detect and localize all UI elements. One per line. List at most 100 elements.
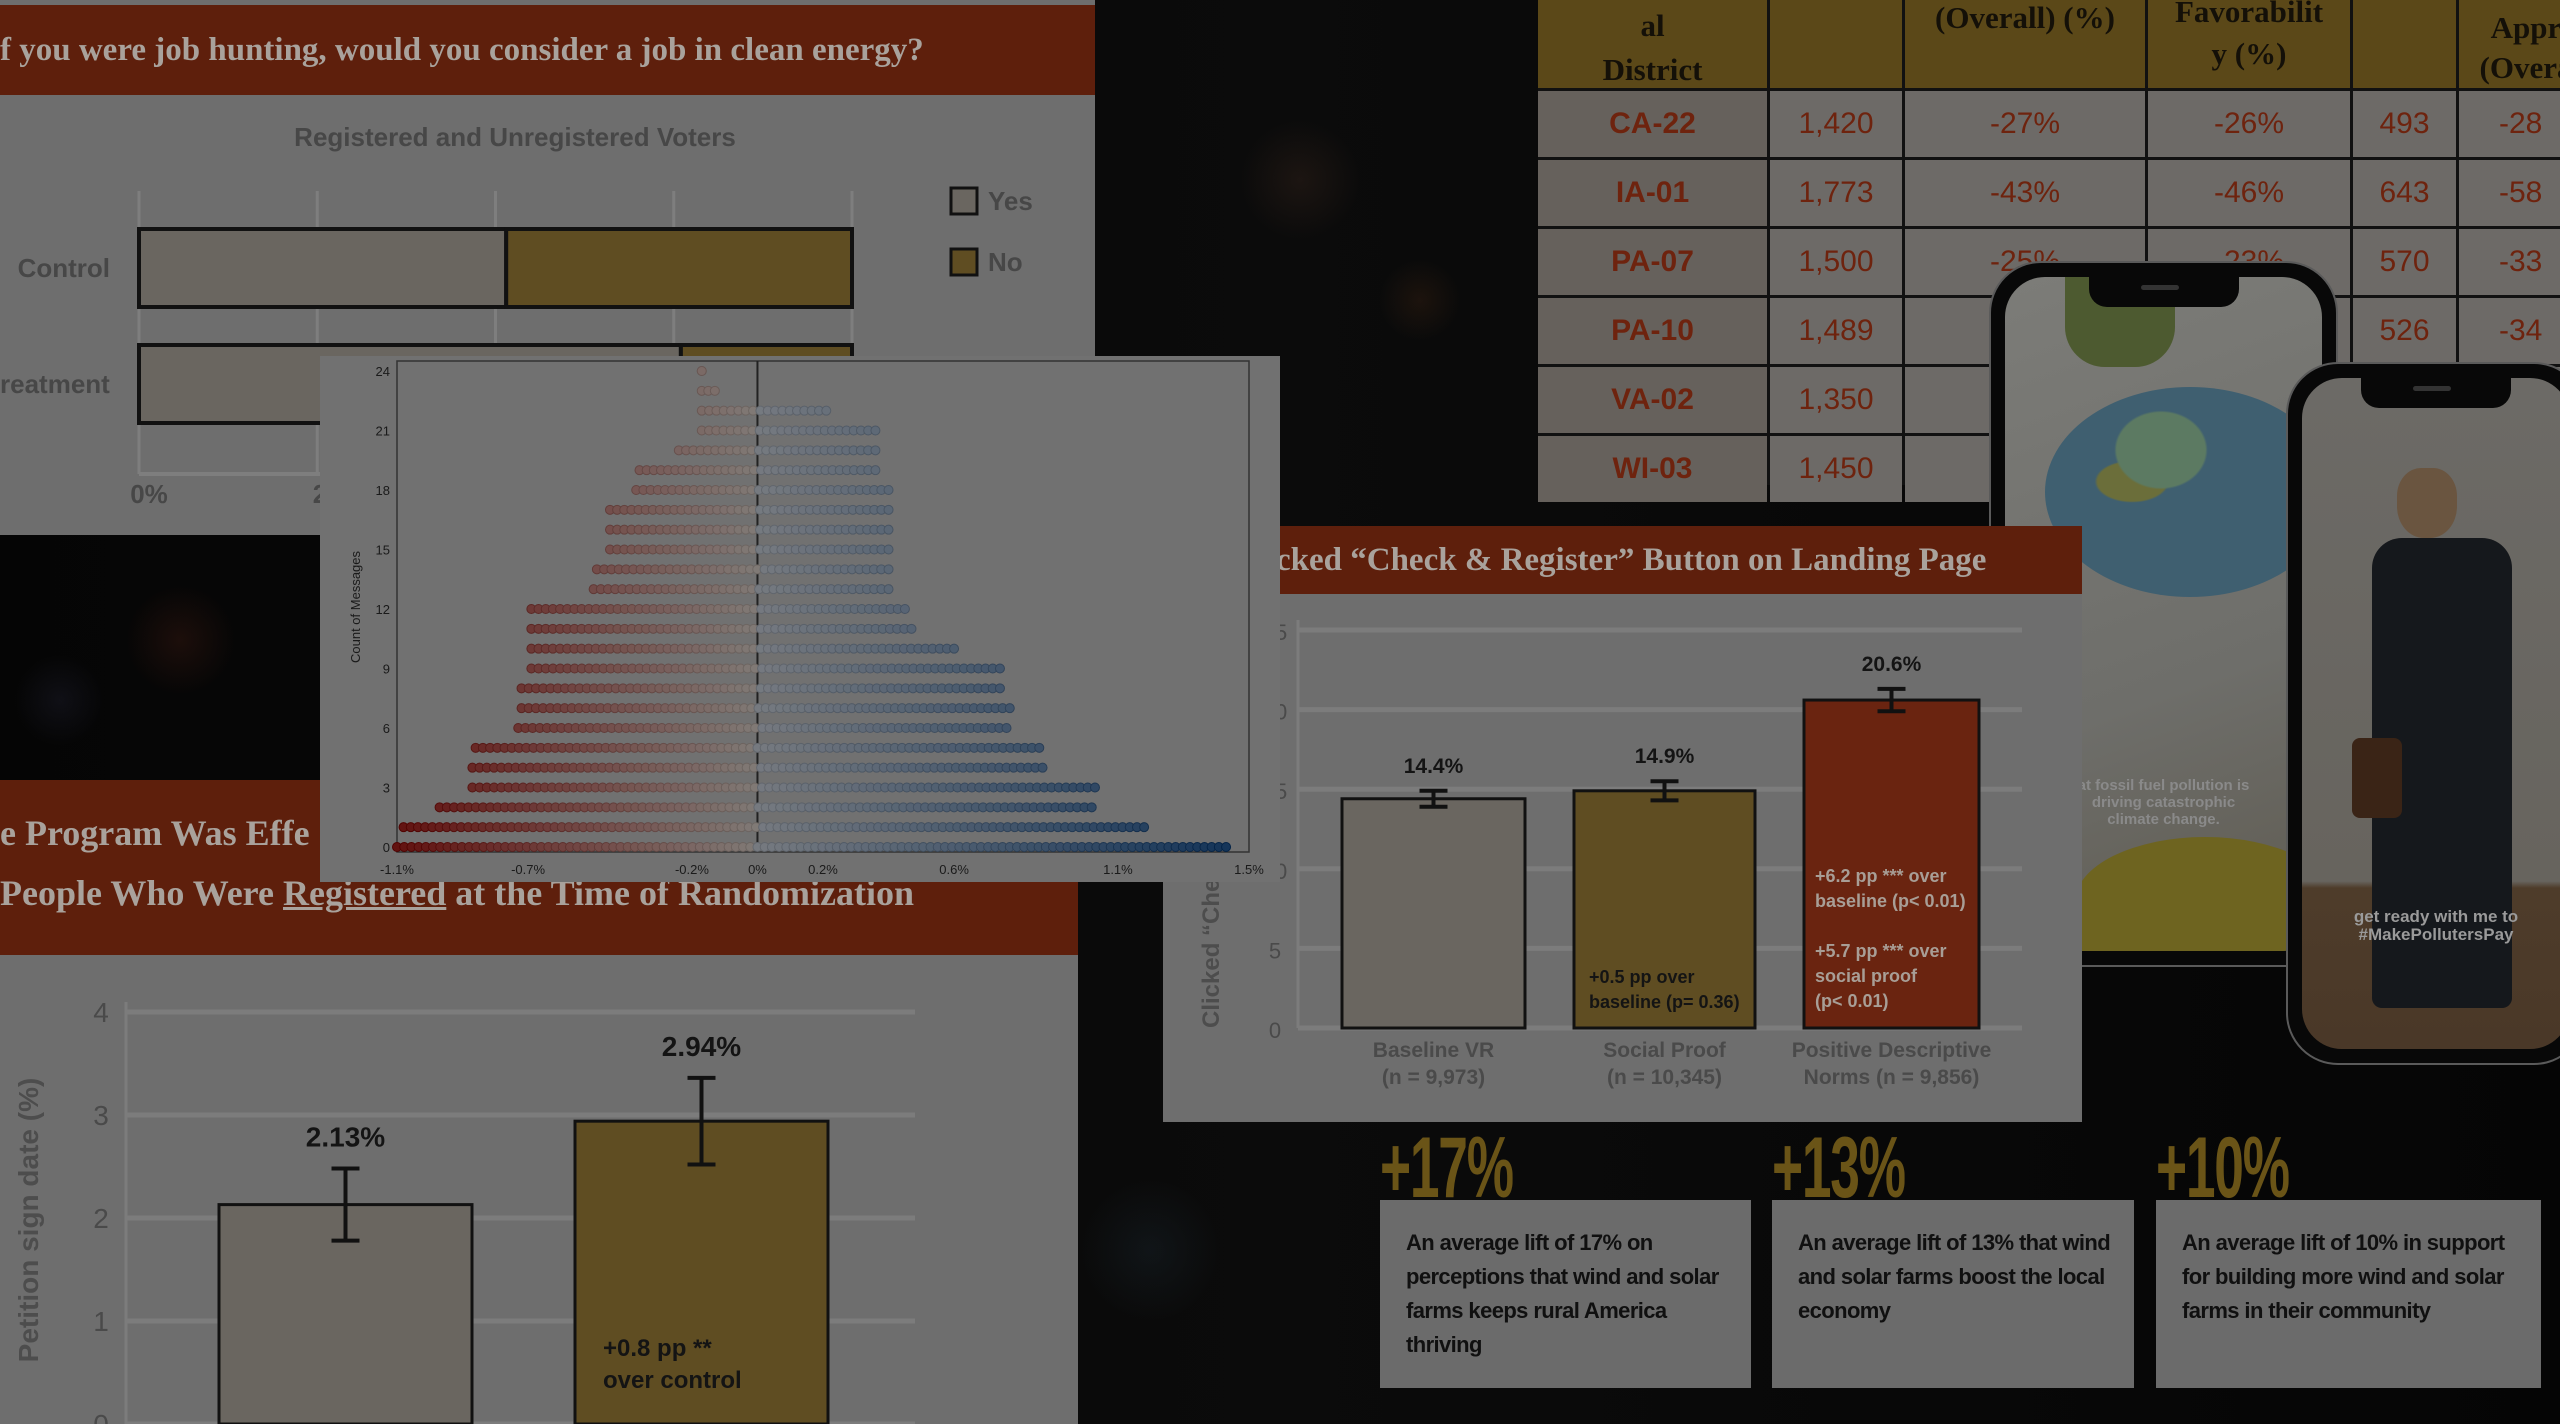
x-tick-label: -1.1% [380,862,414,877]
table-cell: -46% [2148,160,2350,226]
error-bar [1650,779,1679,803]
video-screen: get ready with me to #MakePollutersPay [2302,378,2560,1049]
table-cell: -26% [2148,91,2350,157]
bar-segment-no [504,227,854,309]
scatter-point [949,643,960,654]
scatter-point [696,366,707,376]
caption-line: #MakePollutersPay [2358,925,2514,944]
scatter-point [1139,822,1150,833]
frosting-image [2075,837,2322,951]
bar [1340,797,1527,1030]
value-label: 14.4% [1404,755,1464,778]
phone-notch [2088,275,2239,307]
scatter-point [906,623,917,634]
bar-annotation: over control [603,1367,742,1394]
scatter-point [1037,762,1048,773]
y-tick-label: 18 [376,483,390,498]
table-cell: 1,420 [1770,91,1902,157]
title-text: People Who Were [0,873,283,913]
district-cell: PA-10 [1538,298,1767,364]
video-caption: at fossil fuel pollution is driving cata… [2005,777,2322,828]
check-register-panel: cked “Check & Register” Button on Landin… [1163,526,2082,1122]
x-tick-label: -0.2% [675,862,709,877]
table-header-cell: (Overall) (%) [1905,0,2145,88]
scatter-point [1001,723,1012,733]
district-cell: WI-03 [1538,436,1767,502]
table-cell: 1,773 [1770,160,1902,226]
scatter-point [1034,742,1045,753]
bar [1572,789,1757,1030]
bar-annotation: +6.2 pp *** over [1815,866,1947,886]
stat-value: +17% [1380,1135,1513,1201]
caption-line: at fossil fuel pollution is [2077,777,2250,794]
table-header-cell [2353,0,2456,88]
stat-description: An average lift of 13% that wind and sol… [1772,1200,2134,1388]
caption-line: driving catastrophic [2091,794,2236,811]
error-bar [687,1075,716,1167]
y-tick-label: 6 [383,721,390,736]
scatter-point [883,544,894,555]
value-label: 2.13% [306,1122,385,1153]
x-tick-label: 1.5% [1234,862,1264,877]
error-bar [1877,686,1906,714]
stat-description: An average lift of 17% on perceptions th… [1380,1200,1751,1388]
category-label: Control [18,253,110,283]
header-text: District [1602,52,1703,87]
scatter-point [994,683,1005,694]
bar-annotation: +0.5 pp over [1589,967,1695,987]
scatter-point [870,445,881,456]
boots-image [2352,738,2402,818]
scatter-point [870,465,881,476]
legend-label: No [988,247,1023,277]
y-tick-label: 3 [93,1100,109,1131]
y-tick-label: 1 [93,1306,109,1337]
category-label: (n = 10,345) [1607,1066,1722,1089]
x-tick-label: 0% [130,479,168,509]
y-tick-label: 21 [376,424,390,439]
caption-line: climate change. [2107,811,2220,828]
stat-value: +13% [1772,1135,1905,1201]
value-label: 2.94% [662,1031,741,1062]
scatter-point [883,584,894,595]
scatter-point [994,663,1005,674]
y-tick-label: 15 [376,543,390,558]
district-cell: VA-02 [1538,367,1767,433]
header-text: Appr [2490,10,2560,45]
table-cell: 643 [2353,160,2456,226]
bar-annotation: +0.8 pp ** [603,1335,712,1362]
table-cell: -33 [2459,229,2560,295]
table-cell: 526 [2353,298,2456,364]
error-bar [331,1166,360,1243]
category-label: Norms (n = 9,856) [1804,1066,1980,1089]
category-label: Baseline VR [1373,1039,1494,1062]
bar-annotation: (p< 0.01) [1815,991,1889,1011]
table-header-cell: Favorabilit y (%) [2148,0,2350,88]
district-cell: IA-01 [1538,160,1767,226]
x-tick-label: 1.1% [1103,862,1133,877]
scatter-point [883,504,894,515]
chart-subtitle: Registered and Unregistered Voters [294,122,736,152]
category-label: Positive Descriptive [1792,1039,1992,1062]
register-title-text: cked “Check & Register” Button on Landin… [1276,542,1987,578]
bar-annotation: +5.7 pp *** over [1815,941,1947,961]
y-tick-label: 4 [93,997,109,1028]
header-text: Favorabilit [2174,0,2324,29]
district-cell: CA-22 [1538,91,1767,157]
phone-mockup-person: get ready with me to #MakePollutersPay [2286,362,2560,1065]
table-cell: -58 [2459,160,2560,226]
legend-swatch-no [949,247,979,277]
table-cell: -34 [2459,298,2560,364]
scatter-point [709,385,720,396]
table-header-cell: Appr (Overa [2459,0,2560,88]
bar-annotation: baseline (p= 0.36) [1589,992,1740,1012]
category-label: Social Proof [1603,1039,1727,1062]
table-cell: 1,489 [1770,298,1902,364]
stat-description: An average lift of 10% in support for bu… [2156,1200,2541,1388]
table-cell: -43% [1905,160,2145,226]
table-cell: -27% [1905,91,2145,157]
panel-title: f you were job hunting, would you consid… [0,5,1095,95]
table-cell: -28 [2459,91,2560,157]
video-caption: get ready with me to #MakePollutersPay [2302,908,2560,944]
panel-title: cked “Check & Register” Button on Landin… [1163,526,2082,594]
